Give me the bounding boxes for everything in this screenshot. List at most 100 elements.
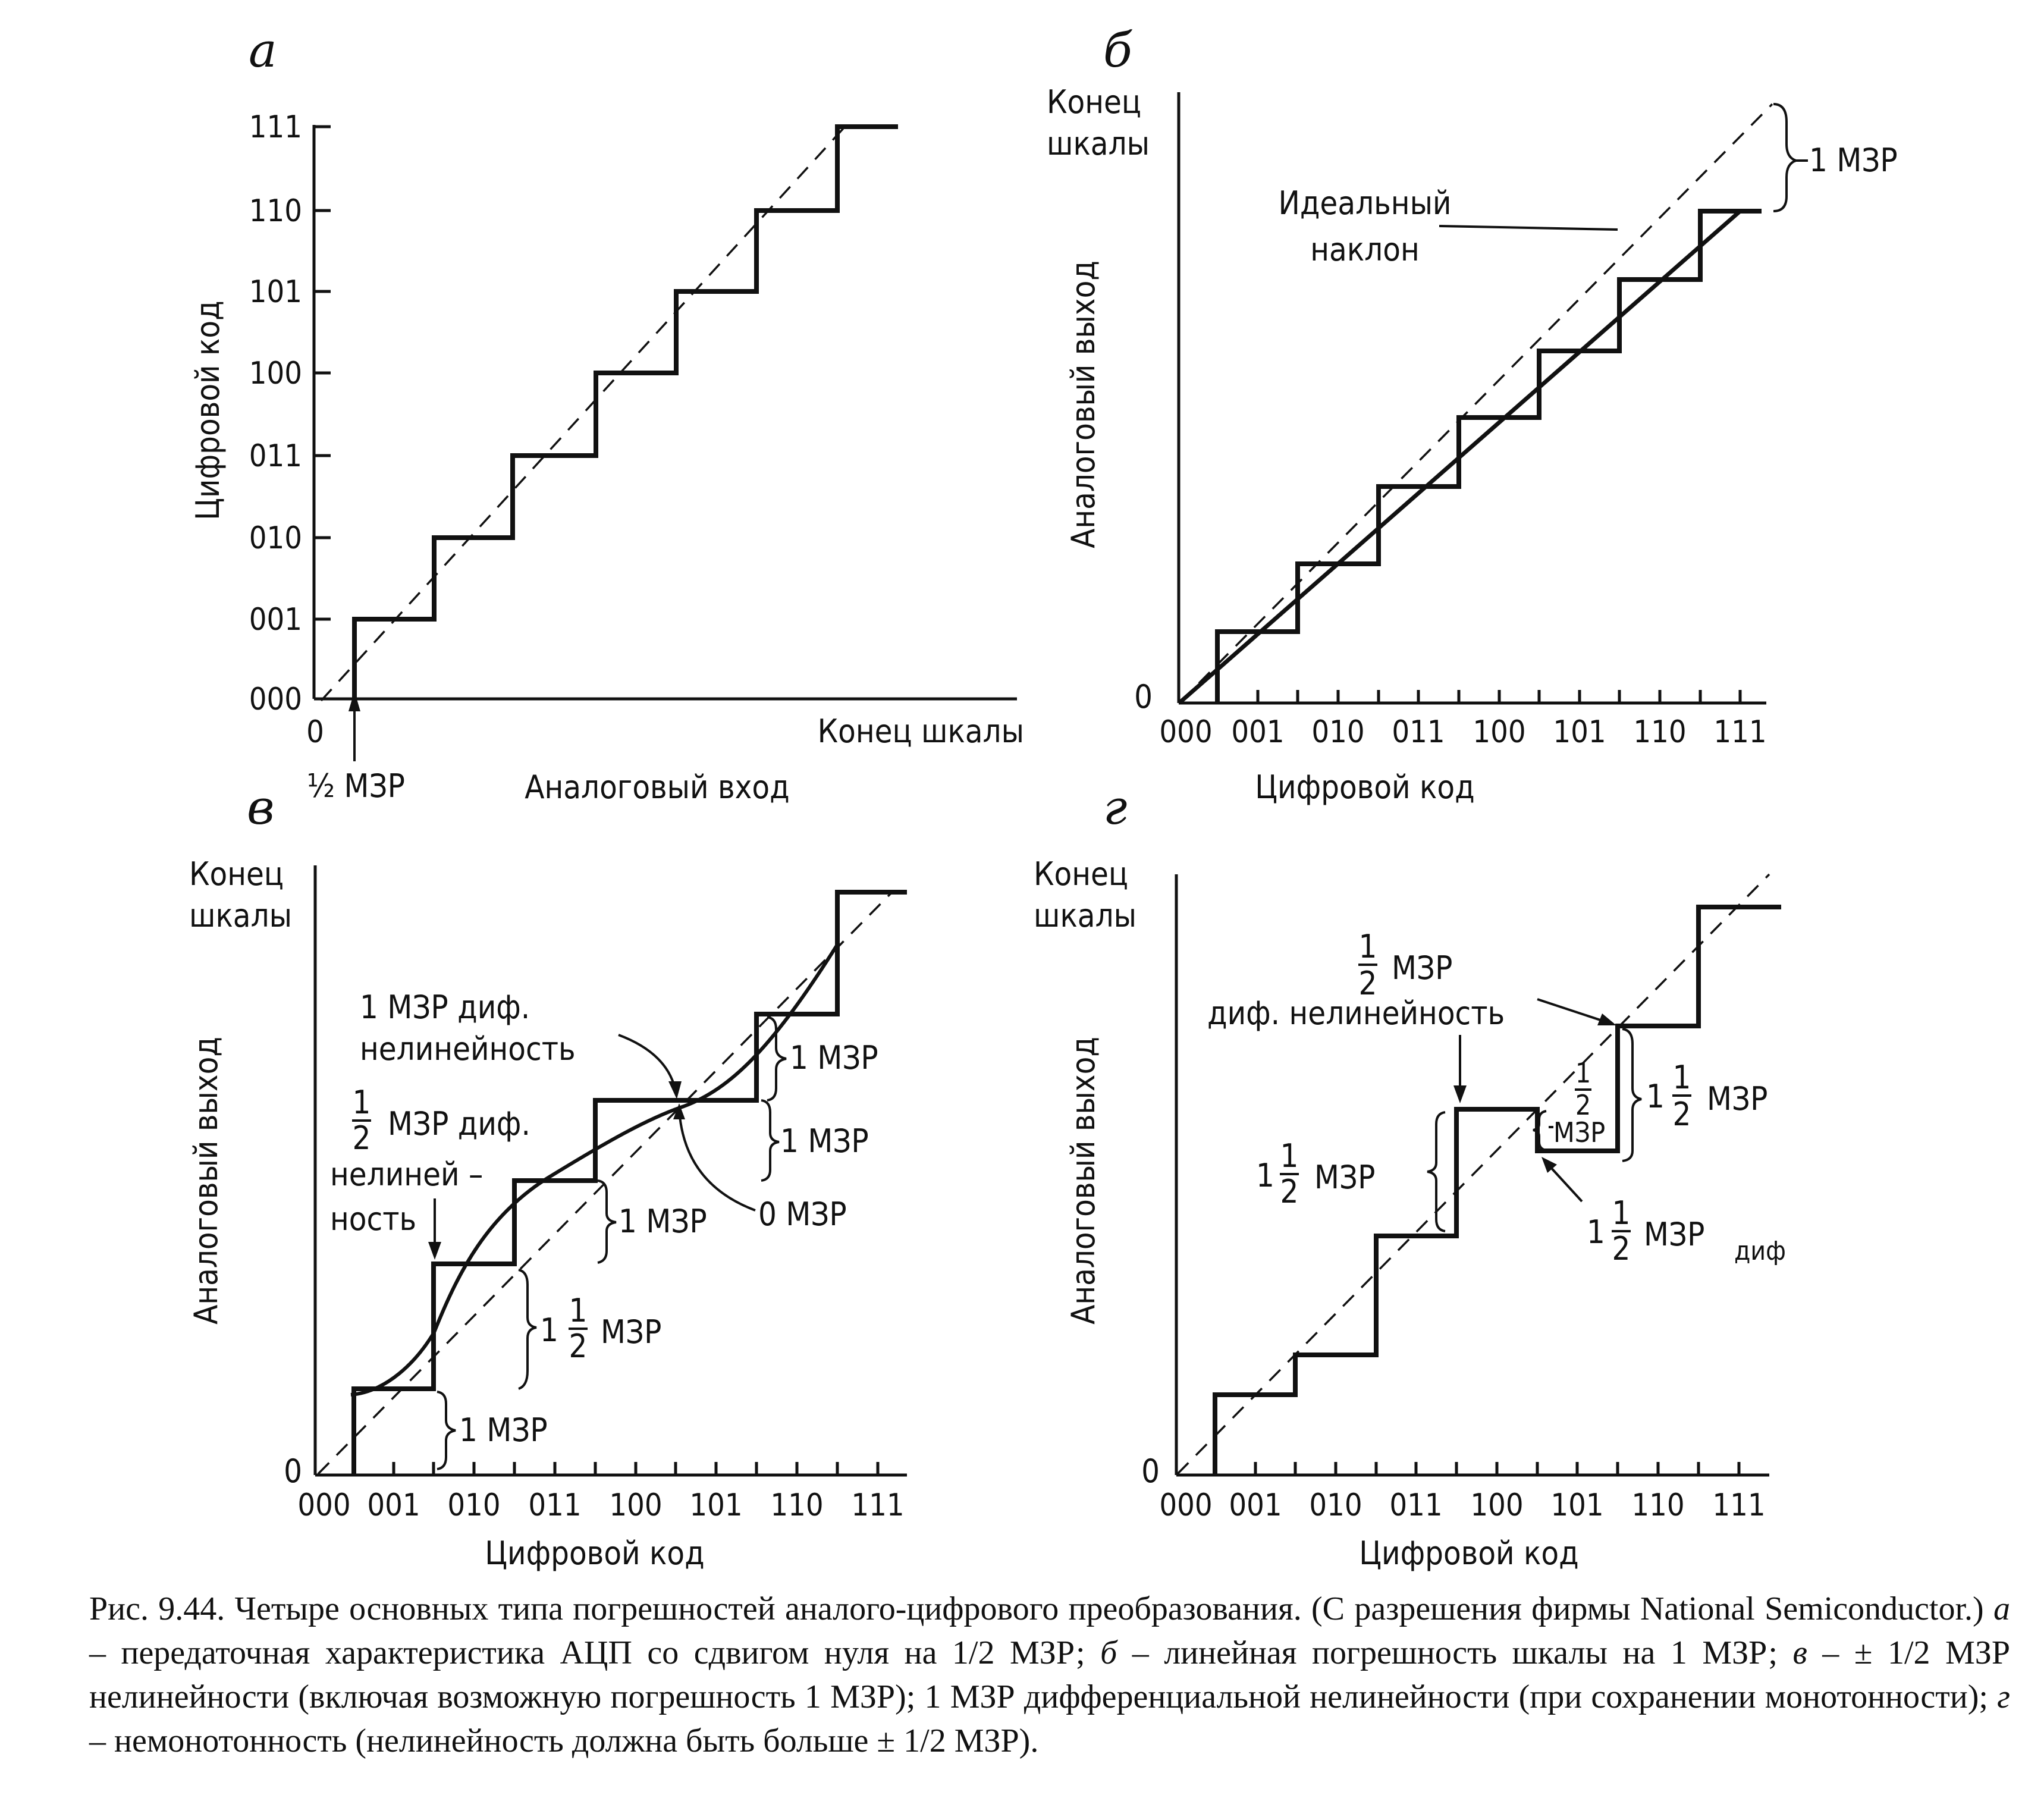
panel-c-half-lsb-dnl-label: МЗР диф.: [388, 1105, 530, 1143]
panel-c-y-end-label: шкалы: [189, 897, 292, 934]
panel-d-small-den: 2: [1575, 1089, 1591, 1121]
panel-c-x-tick-label: 001: [367, 1488, 420, 1523]
panel-c-y-zero: 0: [284, 1452, 302, 1490]
panel-d-y-zero: 0: [1141, 1452, 1160, 1490]
panel-d-x-tick-label: 111: [1712, 1488, 1765, 1523]
panel-c-0lsb-arrow: [678, 1109, 756, 1212]
figure: а 000 001 010 011 100 101 110 111 Цифров…: [187, 23, 1898, 1572]
panel-d-letter: г: [1103, 780, 1127, 835]
panel-d-y-axis-label: Аналоговый выход: [1065, 1037, 1102, 1325]
figure-caption: Рис. 9.44. Четыре основных типа погрешно…: [89, 1587, 2010, 1763]
panel-d-ideal-line: [1176, 873, 1770, 1475]
panel-c-1lsb-dnl-label: 1 МЗР диф.: [360, 989, 530, 1026]
caption-text: – немонотонность (нелинейность должна бы…: [89, 1722, 1039, 1759]
panel-d-left-den: 2: [1280, 1173, 1299, 1210]
panel-a: а 000 001 010 011 100 101 110 111 Цифров…: [189, 23, 1024, 806]
panel-d-small-lsb: МЗР: [1553, 1116, 1605, 1149]
panel-d-transfer-staircase: [1213, 905, 1781, 1475]
panel-a-y-tick-label: 001: [249, 602, 302, 638]
panel-c-1lsb-label: 1 МЗР: [619, 1203, 707, 1240]
panel-c-1lsb-label: 1 МЗР: [780, 1122, 869, 1160]
panel-c-x-tick-label: 111: [851, 1488, 904, 1523]
panel-c-one-and-half-den: 2: [569, 1328, 588, 1365]
panel-a-x-axis-label: Аналоговый вход: [525, 768, 789, 806]
panel-a-half-lsb-label: ½ МЗР: [307, 767, 405, 805]
caption-letter: б: [1100, 1634, 1117, 1671]
panel-d-left-bracket: [1427, 1111, 1446, 1232]
panel-a-letter: а: [249, 23, 277, 78]
panel-d-nonmono-den: 2: [1612, 1230, 1631, 1267]
panel-c-x-tick-label: 000: [297, 1488, 350, 1523]
panel-b-letter: б: [1103, 23, 1133, 78]
panel-d: г 000 001 010 011 100 101 110 111 Цифров…: [1034, 780, 1786, 1572]
panel-c-x-tick-label: 010: [447, 1488, 500, 1523]
panel-c-x-tick-label: 011: [528, 1488, 581, 1523]
panel-b-1lsb-label: 1 МЗР: [1809, 142, 1898, 179]
panel-d-y-end-label: Конец: [1034, 855, 1128, 893]
panel-a-transfer-staircase: [352, 124, 898, 699]
panel-b-y-end-label: шкалы: [1047, 125, 1150, 162]
panel-b: б 000 001 010 011 100 101 110 111 Цифров…: [1047, 23, 1898, 806]
panel-d-x-tick-label: 110: [1631, 1488, 1684, 1523]
panel-a-y-axis-label: Цифровой код: [189, 300, 227, 520]
panel-b-ideal-line: [1179, 103, 1773, 703]
panel-c-x-tick-label: 110: [770, 1488, 823, 1523]
panel-b-x-ticks: [1216, 690, 1742, 703]
panel-d-top-arrow: [1537, 998, 1606, 1023]
panel-d-x-tick-label: 100: [1470, 1488, 1523, 1523]
panel-c-letter: в: [247, 780, 275, 835]
panel-c-transfer-staircase: [351, 890, 907, 1475]
panel-b-ideal-slope-label: Идеальный: [1279, 184, 1452, 222]
panel-d-x-tick-label: 101: [1550, 1488, 1603, 1523]
panel-d-small-bracket: [1533, 1110, 1547, 1151]
panel-c-half-denominator: 2: [353, 1119, 371, 1157]
panel-c-half-lsb-dnl-label: нелиней –: [330, 1156, 483, 1193]
caption-letter: г: [1997, 1678, 2010, 1715]
panel-b-x-tick-label: 100: [1473, 714, 1525, 750]
panel-a-y-tick-label: 000: [249, 682, 302, 717]
panel-d-left-lsb: МЗР: [1314, 1159, 1375, 1196]
panel-a-y-tick-label: 011: [249, 438, 302, 474]
panel-d-left-one: 1: [1256, 1157, 1274, 1194]
caption-letter: в: [1792, 1634, 1807, 1671]
panel-d-right-den: 2: [1673, 1096, 1691, 1133]
panel-b-x-tick-label: 011: [1392, 714, 1445, 750]
panel-a-y-ticks: [314, 125, 331, 701]
caption-text: – передаточная характеристика АЦП со сдв…: [89, 1634, 1101, 1671]
panel-c-bracket: [597, 1179, 617, 1264]
panel-c-actual-curve: [350, 942, 840, 1397]
panel-a-x-zero: 0: [306, 714, 324, 750]
panel-c-x-ticks: [352, 1462, 880, 1475]
panel-d-y-end-label: шкалы: [1034, 897, 1136, 934]
panel-c-x-tick-label: 100: [609, 1488, 662, 1523]
panel-b-transfer-staircase: [1215, 209, 1762, 703]
panel-d-x-tick-label: 011: [1389, 1488, 1442, 1523]
panel-b-x-tick-label: 110: [1633, 714, 1686, 750]
panel-c-ideal-line: [317, 891, 893, 1475]
panel-d-left-num: 1: [1280, 1137, 1299, 1175]
panel-c-x-tick-label: 101: [689, 1488, 742, 1523]
panel-c-x-axis-label: Цифровой код: [485, 1535, 704, 1572]
panel-d-top-annotation: МЗР: [1392, 949, 1452, 987]
panel-a-y-tick-label: 111: [249, 109, 302, 145]
panel-a-y-tick-label: 100: [249, 356, 302, 391]
panel-d-right-num: 1: [1673, 1059, 1691, 1096]
panel-c-bracket: [767, 1016, 787, 1102]
panel-c: в 000 001 010 011 100 101 110 111 Цифров…: [187, 780, 907, 1572]
panel-d-top-half-den: 2: [1359, 965, 1377, 1002]
panel-b-x-tick-label: 000: [1159, 714, 1212, 750]
panel-d-x-tick-label: 000: [1159, 1488, 1212, 1523]
panel-a-x-end-label: Конец шкалы: [818, 713, 1024, 750]
panel-d-top-half-num: 1: [1359, 928, 1377, 965]
panel-b-x-axis-label: Цифровой код: [1255, 768, 1474, 806]
panel-c-half-numerator: 1: [353, 1084, 371, 1121]
panel-c-half-lsb-dnl-label: ность: [330, 1200, 416, 1238]
panel-d-right-one: 1: [1646, 1078, 1665, 1115]
panel-b-x-tick-label: 101: [1553, 714, 1606, 750]
panel-b-y-end-label: Конец: [1047, 83, 1141, 121]
caption-text: – линейная погрешность шкалы на 1 МЗР;: [1117, 1634, 1793, 1671]
panel-b-y-zero: 0: [1134, 678, 1153, 716]
panel-c-1lsb-label: 1 МЗР: [459, 1411, 548, 1449]
panel-c-y-axis-label: Аналоговый выход: [187, 1037, 225, 1325]
panel-d-top-annotation: диф. нелинейность: [1207, 994, 1505, 1032]
